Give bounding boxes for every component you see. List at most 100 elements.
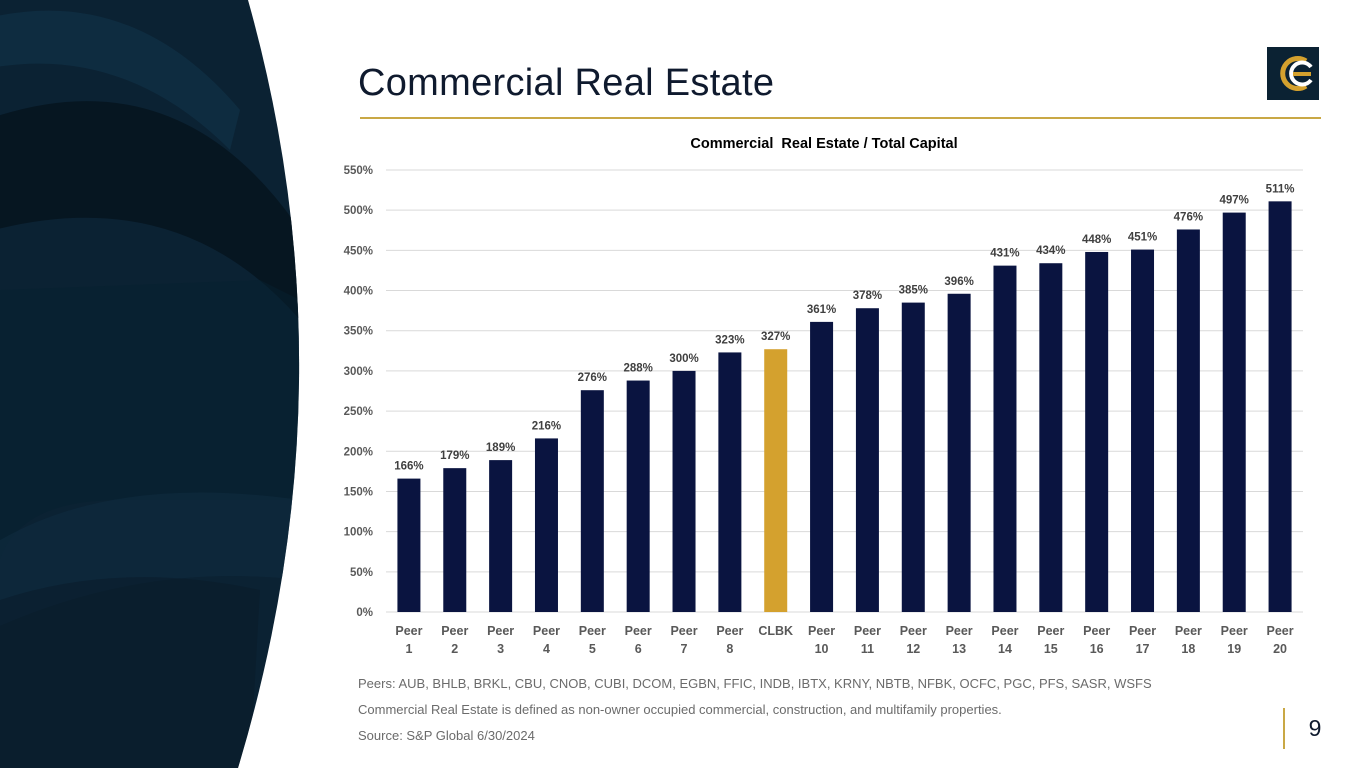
x-tick-label: 17 bbox=[1136, 642, 1150, 656]
x-tick-label: Peer bbox=[808, 624, 835, 638]
page-number: 9 bbox=[1308, 715, 1322, 741]
gridlines bbox=[386, 169, 1303, 613]
x-tick-label: 8 bbox=[726, 642, 733, 656]
x-tick-label: 3 bbox=[497, 642, 504, 656]
data-label: 497% bbox=[1220, 195, 1249, 207]
data-label: 323% bbox=[715, 334, 744, 346]
bar bbox=[718, 352, 742, 612]
x-tick-label: Peer bbox=[1083, 624, 1110, 638]
data-label: 511% bbox=[1266, 183, 1295, 195]
bar bbox=[764, 349, 788, 612]
bar bbox=[810, 321, 834, 612]
definition-footnote: Commercial Real Estate is defined as non… bbox=[358, 702, 1002, 717]
x-tick-label: Peer bbox=[1175, 624, 1202, 638]
x-tick-label: CLBK bbox=[758, 624, 793, 638]
y-tick-label: 100% bbox=[344, 527, 373, 539]
x-tick-label: 13 bbox=[952, 642, 966, 656]
background-swoosh-art bbox=[0, 0, 300, 768]
data-label: 448% bbox=[1082, 234, 1111, 246]
bar bbox=[1268, 201, 1292, 612]
data-label: 434% bbox=[1036, 245, 1065, 257]
bar bbox=[1131, 249, 1155, 612]
data-label: 276% bbox=[578, 372, 607, 384]
x-tick-label: 19 bbox=[1227, 642, 1241, 656]
data-label: 327% bbox=[761, 331, 790, 343]
x-tick-label: 2 bbox=[451, 642, 458, 656]
y-axis-ticks: 0% 50% 100% 150% 200% 250% 300% 350% 400% 450% 500… bbox=[344, 165, 373, 619]
x-tick-label: Peer bbox=[946, 624, 973, 638]
y-tick-label: 500% bbox=[344, 205, 373, 217]
data-label: 288% bbox=[623, 363, 652, 375]
x-tick-label: 15 bbox=[1044, 642, 1058, 656]
bar bbox=[489, 460, 513, 612]
data-labels: 166% 179% 189% 216% 276% 288% 300% 323% 327% 361%… bbox=[394, 183, 1294, 472]
bar bbox=[443, 468, 467, 612]
bar bbox=[397, 478, 421, 612]
y-tick-label: 250% bbox=[344, 406, 373, 418]
slide-title: Commercial Real Estate bbox=[358, 62, 775, 104]
x-tick-label: Peer bbox=[900, 624, 927, 638]
bar bbox=[1176, 229, 1200, 612]
x-tick-label: Peer bbox=[716, 624, 743, 638]
data-label: 166% bbox=[394, 461, 423, 473]
x-tick-label: Peer bbox=[533, 624, 560, 638]
company-logo bbox=[1267, 47, 1319, 100]
x-tick-label: 14 bbox=[998, 642, 1012, 656]
y-tick-label: 150% bbox=[344, 486, 373, 498]
data-label: 378% bbox=[853, 290, 882, 302]
x-tick-label: Peer bbox=[1129, 624, 1156, 638]
data-label: 451% bbox=[1128, 232, 1157, 244]
x-tick-label: Peer bbox=[1221, 624, 1248, 638]
bar bbox=[580, 390, 604, 612]
data-label: 300% bbox=[669, 353, 698, 365]
x-tick-label: Peer bbox=[991, 624, 1018, 638]
bar bbox=[1039, 263, 1063, 612]
x-tick-label: Peer bbox=[441, 624, 468, 638]
x-tick-label: Peer bbox=[625, 624, 652, 638]
x-tick-label: 18 bbox=[1181, 642, 1195, 656]
x-tick-label: 6 bbox=[635, 642, 642, 656]
bars bbox=[397, 201, 1292, 613]
x-tick-label: 4 bbox=[543, 642, 550, 656]
bar bbox=[1222, 212, 1246, 613]
x-tick-label: Peer bbox=[579, 624, 606, 638]
x-tick-label: 20 bbox=[1273, 642, 1287, 656]
data-label: 189% bbox=[486, 442, 515, 454]
cre-capital-bar-chart: Commercial Real Estate / Total Capital 0… bbox=[344, 136, 1303, 656]
x-tick-label: Peer bbox=[1037, 624, 1064, 638]
x-tick-label: Peer bbox=[1267, 624, 1294, 638]
bar bbox=[993, 265, 1017, 612]
x-tick-label: 10 bbox=[815, 642, 829, 656]
y-tick-label: 0% bbox=[356, 607, 373, 619]
data-label: 361% bbox=[807, 304, 836, 316]
page-number-divider bbox=[1283, 708, 1285, 749]
data-label: 385% bbox=[899, 285, 928, 297]
x-tick-label: Peer bbox=[854, 624, 881, 638]
data-label: 396% bbox=[944, 276, 973, 288]
y-tick-label: 300% bbox=[344, 366, 373, 378]
y-tick-label: 50% bbox=[350, 567, 373, 579]
bar bbox=[626, 380, 650, 612]
source-footnote: Source: S&P Global 6/30/2024 bbox=[358, 728, 535, 743]
bar bbox=[534, 438, 558, 612]
x-tick-label: Peer bbox=[395, 624, 422, 638]
data-label: 431% bbox=[990, 248, 1019, 260]
bar bbox=[1085, 251, 1109, 612]
x-tick-label: 1 bbox=[405, 642, 412, 656]
y-tick-label: 550% bbox=[344, 165, 373, 177]
title-divider bbox=[360, 117, 1321, 119]
peers-footnote: Peers: AUB, BHLB, BRKL, CBU, CNOB, CUBI,… bbox=[358, 676, 1152, 691]
y-tick-label: 350% bbox=[344, 326, 373, 338]
y-tick-label: 400% bbox=[344, 286, 373, 298]
x-tick-label: 12 bbox=[906, 642, 920, 656]
chart-title: Commercial Real Estate / Total Capital bbox=[690, 136, 957, 152]
x-tick-label: Peer bbox=[670, 624, 697, 638]
data-label: 179% bbox=[440, 450, 469, 462]
x-tick-label: 11 bbox=[861, 642, 874, 656]
x-tick-label: 16 bbox=[1090, 642, 1104, 656]
y-tick-label: 200% bbox=[344, 446, 373, 458]
bar bbox=[672, 370, 696, 612]
x-tick-label: 5 bbox=[589, 642, 596, 656]
bar bbox=[947, 293, 971, 612]
x-axis-ticks: Peer 1 Peer 2 Peer 3 Peer 4 Peer 5 Peer 6 Peer 7 Peer 8… bbox=[395, 624, 1293, 656]
